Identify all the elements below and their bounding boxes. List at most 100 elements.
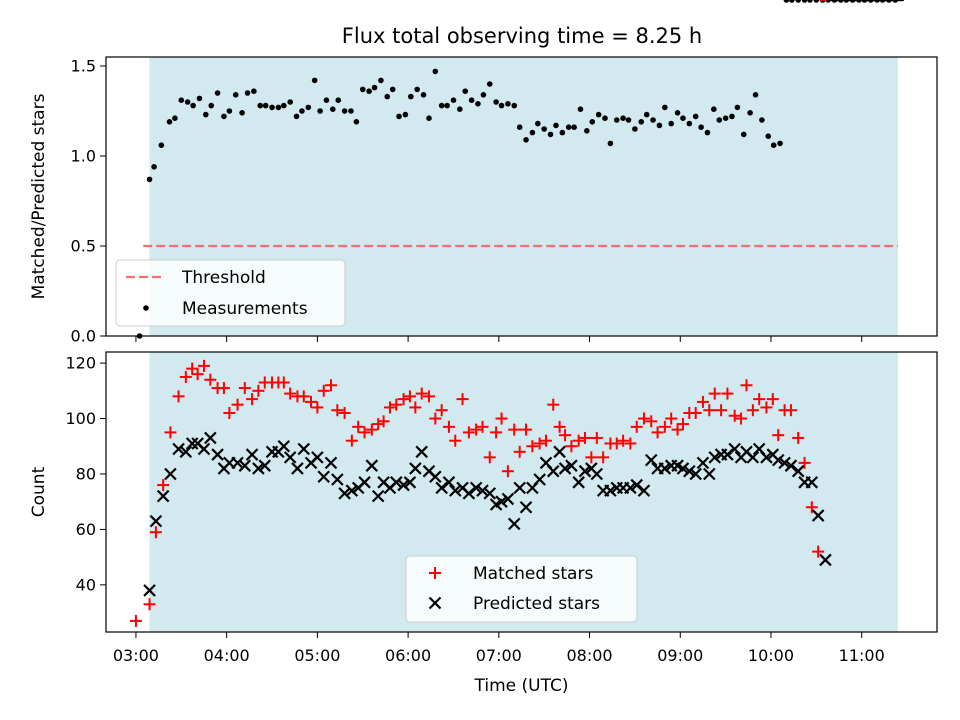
matched-star-point <box>352 420 365 433</box>
matched-star-point <box>590 431 603 444</box>
measurement-point <box>146 176 153 183</box>
matched-star-point <box>658 420 671 433</box>
predicted-star-point <box>644 453 658 467</box>
matched-star-point <box>579 431 592 444</box>
matched-star-point <box>197 359 210 372</box>
matched-star-point <box>559 429 572 442</box>
measurement-points <box>136 0 899 339</box>
measurement-point <box>789 0 795 3</box>
chart-title: Flux total observing time = 8.25 h <box>342 24 702 48</box>
measurement-point <box>432 68 439 75</box>
measurement-point <box>262 102 269 109</box>
matched-star-point <box>651 426 664 439</box>
matched-star-point <box>217 382 230 395</box>
matched-star-point <box>172 390 185 403</box>
matched-star-point <box>735 412 748 425</box>
measurement-point <box>711 106 717 112</box>
predicted-star-point <box>415 445 428 459</box>
predicted-star-point <box>476 484 489 497</box>
measurement-point <box>486 81 493 87</box>
predicted-star-point <box>283 451 297 464</box>
measurement-point <box>656 122 663 129</box>
matched-star-point <box>753 393 766 406</box>
predicted-legend-marker <box>428 596 442 610</box>
predicted-star-point <box>252 462 265 475</box>
matched-star-point <box>766 393 779 406</box>
matched-star-point <box>462 426 475 439</box>
matched-star-point <box>435 404 448 417</box>
measurement-point <box>529 129 536 136</box>
predicted-star-point <box>435 481 448 495</box>
predicted-star-point <box>291 462 304 475</box>
x-axis-label: Time (UTC) <box>474 676 569 696</box>
measurement-point <box>196 95 203 102</box>
measurement-point <box>613 117 620 123</box>
measurement-point <box>420 92 427 98</box>
measurement-point <box>202 111 209 118</box>
matched-star-point <box>645 415 658 428</box>
measurement-point <box>638 119 645 125</box>
ratio-legend: Threshold Measurements <box>115 259 346 327</box>
y-tick-label: 60 <box>76 520 96 539</box>
predicted-star-point <box>338 487 351 500</box>
ratio-y-ticks: 0.0 0.5 1.0 1.5 <box>71 57 106 346</box>
measurement-point <box>547 131 554 138</box>
x-tick-label: 05:00 <box>294 646 340 665</box>
predicted-star-point <box>277 439 291 453</box>
predicted-star-point <box>211 448 224 461</box>
matched-star-point <box>223 406 236 419</box>
measurement-point <box>178 97 185 103</box>
measurement-point <box>172 115 178 121</box>
matched-star-point <box>143 598 156 611</box>
measurement-point <box>244 90 251 96</box>
matched-star-point <box>696 395 709 408</box>
predicted-star-point <box>791 464 805 478</box>
matched-star-point <box>760 401 773 414</box>
measurement-point <box>251 88 257 94</box>
matched-star-point <box>792 431 805 444</box>
measurement-point <box>275 104 282 111</box>
measurement-point <box>269 104 275 111</box>
measurement-point <box>184 99 191 105</box>
measurement-point <box>553 122 559 129</box>
matched-star-point <box>513 445 526 458</box>
predicted-star-point <box>708 451 722 464</box>
matched-star-points <box>129 0 904 627</box>
matched-star-point <box>508 423 521 436</box>
matched-star-point <box>630 420 643 433</box>
predicted-star-point <box>507 517 521 531</box>
matched-star-point <box>409 401 422 414</box>
measurement-point <box>541 126 547 132</box>
matched-star-point <box>179 370 192 383</box>
matched-star-point <box>520 423 533 436</box>
measurement-point <box>371 84 378 91</box>
matched-star-point <box>676 418 689 431</box>
matched-star-point <box>637 412 650 425</box>
matched-star-point <box>746 404 759 417</box>
count-x-ticks: 03:00 04:00 05:00 06:00 07:00 08:00 09:00 10:00… <box>113 632 885 665</box>
measurement-point <box>438 102 445 109</box>
ratio-y-axis-label: Matched/Predicted stars <box>29 93 49 299</box>
predicted-star-point <box>429 470 442 484</box>
matched-star-point <box>610 437 623 450</box>
matched-star-point <box>149 526 162 539</box>
matched-star-point <box>191 368 204 381</box>
measurement-point <box>795 0 801 3</box>
matched-star-point <box>665 412 678 425</box>
measurement-point <box>595 111 602 118</box>
matched-star-point <box>277 376 290 389</box>
measurement-point <box>287 99 293 105</box>
matched-star-point <box>358 426 371 439</box>
predicted-star-point <box>811 509 825 522</box>
predicted-star-point <box>513 481 526 495</box>
y-tick-label: 120 <box>65 354 96 373</box>
predicted-star-point <box>156 489 170 503</box>
predicted-star-point <box>784 459 798 472</box>
measurement-point <box>813 0 820 3</box>
measurement-point <box>704 129 711 136</box>
x-tick-label: 03:00 <box>113 646 159 665</box>
matched-star-point <box>547 398 560 411</box>
measurement-point <box>226 108 233 114</box>
measurement-point <box>396 113 402 120</box>
predicted-star-point <box>805 476 819 489</box>
